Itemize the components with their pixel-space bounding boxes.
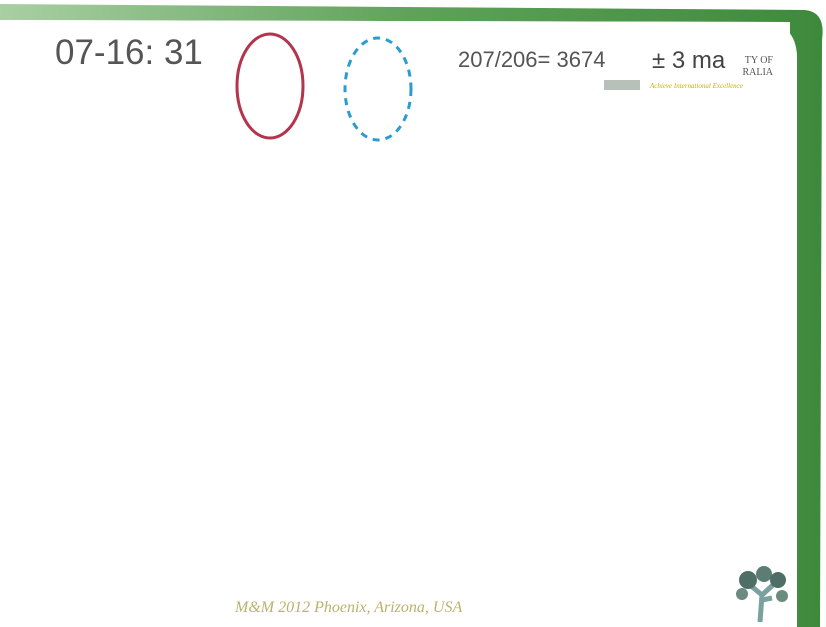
clock-text: 07-16: 31: [55, 33, 203, 72]
logo-text: RALIA: [742, 67, 773, 78]
formula-text: 207/206= 3674: [458, 47, 605, 72]
tagline-text: Achieve International Excellence: [649, 82, 743, 90]
dashed-ellipse: [343, 36, 413, 142]
slide-body: [0, 20, 797, 627]
tree-icon: [736, 566, 788, 623]
footer-text: M&M 2012 Phoenix, Arizona, USA: [234, 599, 462, 616]
logo-text: TY OF: [745, 55, 774, 66]
logo-mark: [604, 80, 640, 90]
uncertainty-text: ± 3 ma: [652, 47, 726, 74]
solid-ellipse: [235, 32, 305, 140]
